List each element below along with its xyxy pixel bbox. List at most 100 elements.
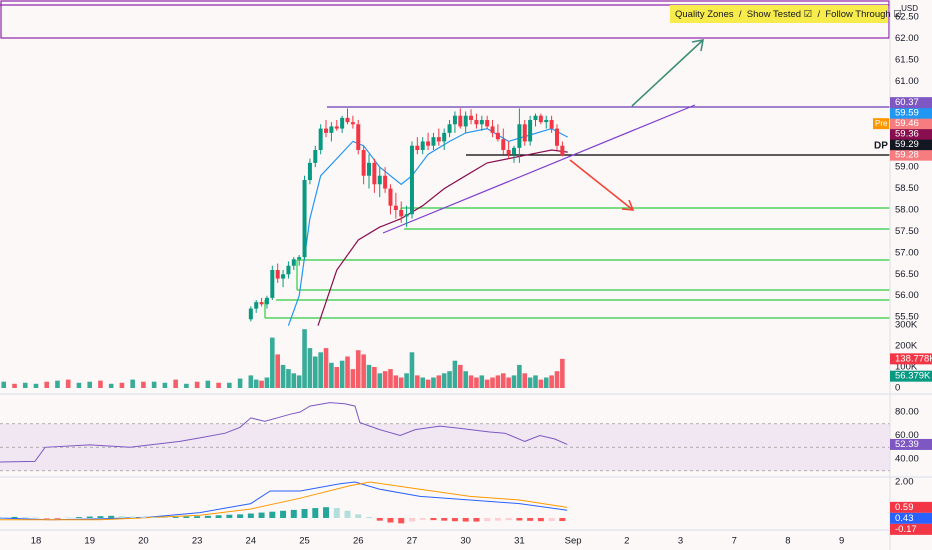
x-tick-label: 31	[514, 536, 525, 547]
candle-body	[560, 145, 565, 156]
price-label-bg	[890, 128, 932, 140]
x-tick-label: 18	[31, 536, 42, 547]
volume-bar	[237, 378, 243, 388]
volume-bar	[388, 369, 393, 388]
candle-body	[512, 147, 517, 155]
histogram-bar	[269, 511, 276, 518]
macd-label-bg	[890, 501, 932, 513]
volume-bar	[393, 375, 399, 388]
volume-bar	[355, 350, 361, 388]
volume-bar	[458, 364, 463, 388]
price-label: 59.59	[895, 108, 919, 119]
volume-bar	[468, 375, 474, 388]
histogram-bar	[301, 508, 308, 518]
histogram-bar	[151, 517, 158, 518]
indicator-box	[670, 5, 888, 23]
volume-bar	[33, 383, 39, 388]
candle-body	[302, 180, 307, 258]
volume-bar	[280, 364, 286, 388]
volume-bar	[511, 375, 517, 388]
histogram-bar	[376, 517, 383, 521]
volume-bar	[409, 352, 415, 388]
x-tick-label: 30	[460, 536, 471, 547]
volume-label-bg	[890, 370, 932, 382]
histogram-bar	[494, 517, 501, 521]
price-label-bg	[890, 149, 932, 161]
candle-body	[291, 259, 296, 266]
candle-body	[522, 124, 527, 142]
y-tick-label: 62.50	[895, 12, 919, 23]
x-tick-label: 20	[138, 536, 149, 547]
volume-bar	[1, 381, 7, 388]
y-tick-label: 57.50	[895, 226, 919, 237]
volume-bar	[377, 373, 383, 388]
arrow-head	[621, 199, 635, 211]
x-tick-label: Sep	[565, 536, 582, 547]
histogram-bar	[548, 517, 555, 522]
volume-bar	[361, 354, 366, 388]
macd-line	[0, 481, 568, 521]
pre-tag-bg	[873, 118, 889, 130]
volume-bar	[506, 377, 511, 388]
volume-bar	[108, 383, 114, 388]
candle-body	[350, 122, 355, 125]
histogram-bar	[54, 517, 61, 519]
y-tick-label: 61.50	[895, 55, 919, 66]
histogram-bar	[462, 517, 469, 522]
histogram-bar	[537, 517, 544, 522]
candle-body	[356, 124, 361, 150]
histogram-bar	[473, 517, 480, 522]
candle-body	[259, 302, 264, 305]
x-tick-label: 9	[839, 536, 844, 547]
candle-body	[469, 115, 474, 120]
candle-body	[340, 117, 345, 129]
histogram-bar	[11, 516, 18, 518]
candle-body	[264, 297, 269, 305]
histogram-bar	[129, 516, 136, 518]
macd-line	[0, 481, 568, 521]
volume-bar	[334, 367, 340, 388]
histogram-bar	[505, 517, 512, 521]
histogram-bar	[65, 517, 72, 519]
histogram-bar	[430, 517, 437, 521]
volume-bar	[12, 383, 17, 388]
volume-bar	[463, 371, 468, 388]
volume-bar	[312, 356, 318, 388]
histogram-bar	[183, 516, 190, 518]
candle-body	[485, 120, 490, 127]
x-tick-label: 25	[299, 536, 310, 547]
volume-bar	[184, 383, 189, 388]
histogram-bar	[22, 517, 29, 518]
candle-body	[501, 139, 506, 150]
histogram-bar	[247, 513, 254, 518]
histogram-bar	[0, 517, 7, 518]
candle-body	[517, 124, 522, 148]
volume-label: 138.778K	[895, 353, 932, 364]
volume-bar	[404, 373, 409, 388]
candle-body	[490, 126, 495, 133]
histogram-bar	[290, 509, 297, 518]
moving-average	[317, 149, 568, 326]
x-tick-label: 23	[192, 536, 203, 547]
candle-body	[366, 162, 371, 176]
rsi-line	[0, 402, 568, 463]
price-label-bg	[890, 118, 932, 130]
volume-bar	[307, 348, 313, 388]
histogram-bar	[559, 517, 566, 522]
histogram-bar	[226, 514, 233, 518]
candle-body	[463, 115, 468, 127]
candle-body	[431, 137, 436, 146]
volume-bar	[549, 375, 554, 388]
candle-body	[297, 257, 302, 260]
histogram-bar	[387, 517, 394, 523]
macd-label: 0.43	[895, 513, 914, 524]
histogram-bar	[484, 517, 491, 522]
volume-bar	[248, 375, 254, 388]
candle-body	[248, 308, 253, 320]
volume-bar	[173, 379, 178, 388]
x-tick-label: 24	[246, 536, 257, 547]
candle-body	[388, 188, 393, 206]
y-tick-label: 62.00	[895, 33, 919, 44]
candle-body	[313, 150, 318, 163]
y-tick-label: 58.50	[895, 183, 919, 194]
